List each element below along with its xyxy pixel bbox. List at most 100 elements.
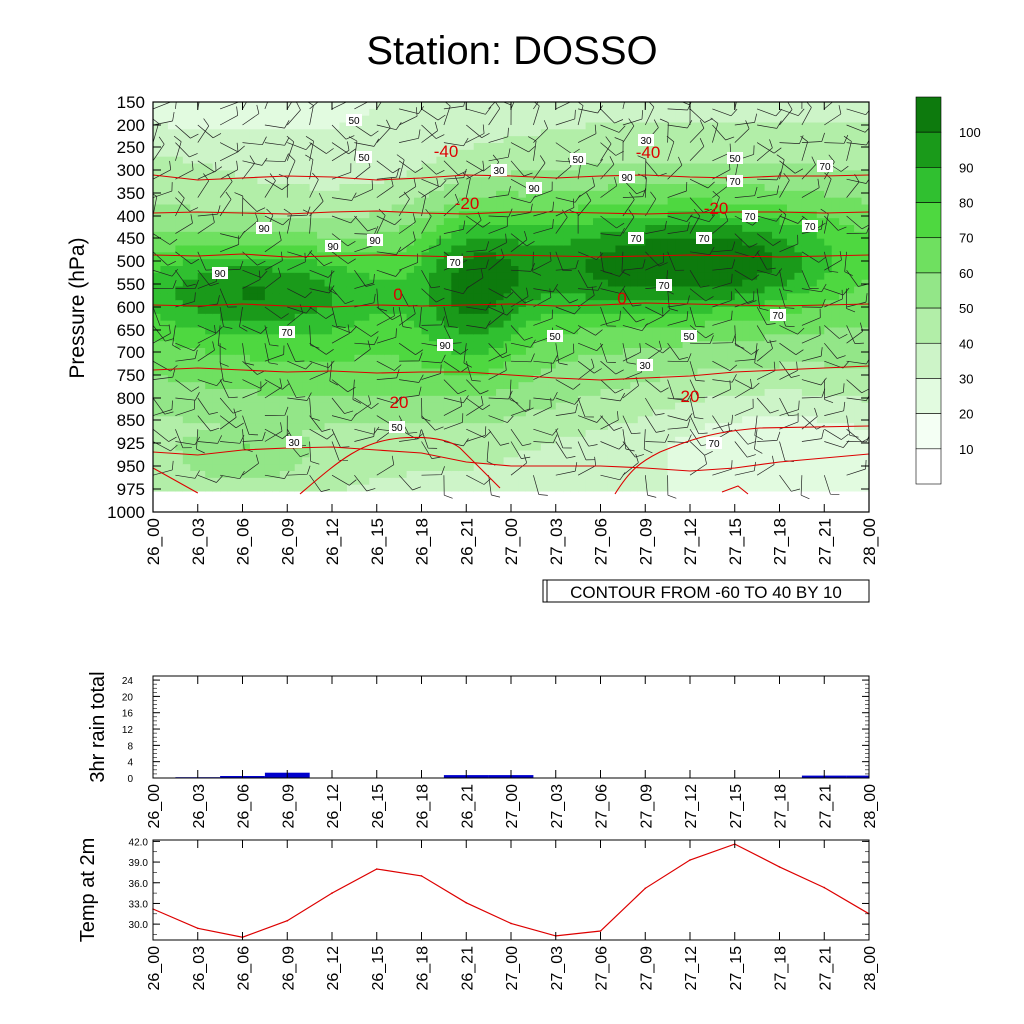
humidity-cell (249, 484, 259, 493)
humidity-cell (160, 122, 169, 130)
humidity-cell (294, 382, 303, 390)
humidity-cell (585, 170, 594, 178)
humidity-cell (645, 423, 654, 431)
humidity-cell (600, 252, 609, 260)
humidity-cell (555, 348, 564, 356)
humidity-cell (436, 272, 445, 281)
humidity-cell (511, 177, 520, 185)
humidity-cell (570, 491, 579, 499)
humidity-cell (332, 498, 341, 506)
humidity-cell (399, 409, 408, 417)
humidity-cell (339, 279, 348, 288)
humidity-cell (727, 143, 736, 151)
humidity-cell (667, 231, 676, 240)
humidity-cell (294, 225, 303, 233)
humidity-cell (607, 327, 617, 335)
humidity-cell (518, 416, 527, 424)
humidity-cell (645, 218, 654, 226)
humidity-cell (406, 327, 415, 335)
humidity-cell (525, 211, 534, 219)
humidity-cell (249, 156, 259, 165)
humidity-cell (630, 143, 639, 151)
humidity-cell (190, 211, 199, 219)
humidity-cell (660, 211, 669, 219)
humidity-cell (772, 197, 781, 206)
humidity-cell (414, 443, 423, 452)
humidity-cell (264, 293, 273, 301)
humidity-cell (249, 286, 259, 294)
humidity-cell (578, 409, 587, 417)
humidity-cell (332, 395, 341, 404)
humidity-cell (279, 136, 288, 144)
humidity-cell (548, 491, 557, 499)
humidity-cell (242, 416, 251, 424)
humidity-cell (503, 266, 512, 274)
humidity-cell (279, 143, 288, 151)
humidity-cell (324, 170, 333, 178)
humidity-cell (607, 266, 617, 274)
humidity-cell (704, 143, 713, 151)
humidity-cell (369, 177, 378, 185)
humidity-cell (525, 395, 534, 404)
humidity-cell (757, 464, 766, 472)
humidity-cell (205, 136, 214, 144)
humidity-cell (421, 382, 430, 390)
humidity-cell (533, 238, 542, 247)
humidity-cell (637, 389, 646, 397)
humidity-cell (712, 197, 721, 206)
humidity-cell (182, 259, 191, 267)
humidity-cell (414, 272, 423, 281)
humidity-cell (637, 341, 646, 349)
humidity-cell (294, 375, 303, 383)
humidity-cell (533, 231, 542, 240)
humidity-cell (518, 354, 527, 363)
humidity-cell (272, 204, 281, 212)
humidity-cell (481, 361, 490, 370)
humidity-cell (593, 218, 602, 226)
humidity-cell (697, 382, 706, 390)
humidity-cell (593, 395, 602, 404)
humidity-cell (742, 177, 751, 185)
humidity-cell (578, 361, 587, 370)
humidity-cell (414, 354, 423, 363)
humidity-cell (384, 477, 393, 486)
humidity-cell (458, 149, 467, 158)
humidity-cell (704, 190, 713, 199)
humidity-cell (525, 450, 534, 458)
humidity-cell (704, 266, 713, 274)
humidity-cell (339, 395, 348, 404)
humidity-cell (675, 218, 684, 226)
humidity-cell (697, 143, 706, 151)
humidity-cell (660, 163, 669, 171)
humidity-cell (555, 300, 564, 308)
humidity-cell (272, 334, 281, 342)
humidity-cell (339, 190, 348, 199)
humidity-cell (391, 279, 400, 288)
humidity-cell (488, 307, 497, 315)
humidity-cell (645, 389, 654, 397)
humidity-cell (593, 484, 602, 493)
humidity-cell (637, 279, 646, 288)
humidity-cell (257, 491, 266, 499)
humidity-cell (302, 129, 311, 137)
humidity-cell (235, 498, 244, 506)
humidity-cell (473, 300, 482, 308)
humidity-cell (190, 259, 199, 267)
humidity-cell (511, 320, 520, 329)
humidity-cell (205, 464, 214, 472)
humidity-cell (540, 498, 549, 506)
humidity-cell (496, 375, 505, 383)
humidity-cell (369, 443, 378, 452)
humidity-cell (361, 457, 370, 465)
humidity-cell (742, 484, 751, 493)
humidity-cell (757, 156, 766, 165)
humidity-cell (473, 218, 482, 226)
humidity-cell (682, 471, 691, 479)
humidity-cell (511, 279, 520, 288)
humidity-cell (167, 108, 176, 117)
humidity-cell (249, 245, 259, 253)
humidity-cell (481, 382, 490, 390)
humidity-cell (249, 190, 259, 199)
humidity-cell (242, 320, 251, 329)
humidity-cell (690, 505, 699, 512)
